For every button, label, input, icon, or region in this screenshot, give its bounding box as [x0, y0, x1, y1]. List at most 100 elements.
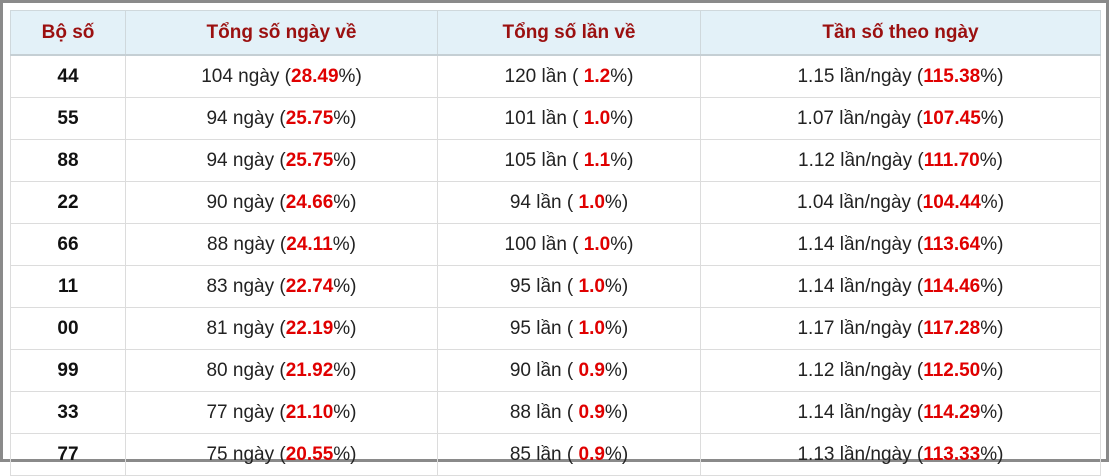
- number-cell: 11: [10, 265, 126, 308]
- cell-text: 1.07 lần/ngày (: [796, 107, 923, 129]
- stat-cell: 1.14 lần/ngày (114.29%): [700, 391, 1101, 434]
- cell-text: %): [980, 359, 1004, 381]
- stat-cell: 94 lần ( 1.0%): [437, 181, 701, 224]
- stat-cell: 88 lần ( 0.9%): [437, 391, 701, 434]
- number-cell: 55: [10, 97, 126, 140]
- highlight-value: 1.0: [578, 275, 605, 297]
- cell-text: %): [338, 65, 362, 87]
- stat-cell: 90 lần ( 0.9%): [437, 349, 701, 392]
- highlight-value: 115.38: [923, 65, 981, 87]
- stat-cell: 1.14 lần/ngày (113.64%): [700, 223, 1101, 266]
- cell-text: %): [333, 149, 357, 171]
- cell-text: 88 lần (: [509, 401, 579, 423]
- number-cell: 33: [10, 391, 126, 434]
- cell-text: %): [604, 443, 629, 465]
- cell-text: 100 lần (: [504, 233, 584, 255]
- cell-text: %): [604, 359, 629, 381]
- highlight-value: 21.92: [285, 359, 334, 381]
- cell-text: %): [610, 107, 634, 129]
- cell-text: 81 ngày (: [206, 317, 286, 339]
- cell-text: %): [980, 233, 1004, 255]
- stat-cell: 88 ngày (24.11%): [125, 223, 438, 266]
- stat-cell: 90 ngày (24.66%): [125, 181, 438, 224]
- cell-text: 104 ngày (: [201, 65, 291, 87]
- highlight-value: 104.44: [922, 191, 981, 213]
- highlight-value: 112.50: [923, 359, 981, 381]
- stat-cell: 94 ngày (25.75%): [125, 139, 438, 182]
- stat-cell: 95 lần ( 1.0%): [437, 265, 701, 308]
- cell-text: 75 ngày (: [206, 443, 286, 465]
- highlight-value: 25.75: [285, 107, 334, 129]
- cell-text: %): [980, 317, 1004, 339]
- stat-cell: 120 lần ( 1.2%): [437, 54, 701, 98]
- cell-text: 1.17 lần/ngày (: [797, 317, 924, 339]
- table-row: 99 80 ngày (21.92%) 90 lần ( 0.9%) 1.12 lần…: [10, 349, 1101, 392]
- number-cell: 00: [10, 307, 126, 350]
- cell-text: %): [980, 107, 1005, 129]
- stat-cell: 101 lần ( 1.0%): [437, 97, 701, 140]
- cell-text: 1.12 lần/ngày (: [798, 149, 924, 171]
- cell-text: %): [333, 401, 357, 423]
- highlight-value: 114.46: [923, 275, 981, 297]
- cell-text: %): [980, 191, 1005, 213]
- stat-cell: 1.07 lần/ngày (107.45%): [700, 97, 1101, 140]
- table-row: 88 94 ngày (25.75%) 105 lần ( 1.1%) 1.12 lầ…: [10, 139, 1101, 182]
- cell-text: %): [979, 149, 1003, 171]
- stat-cell: 85 lần ( 0.9%): [437, 433, 701, 476]
- highlight-value: 0.9: [578, 443, 605, 465]
- stat-cell: 77 ngày (21.10%): [125, 391, 438, 434]
- cell-text: 77 ngày (: [206, 401, 286, 423]
- header-cell: Tổng số ngày về: [125, 10, 438, 56]
- table-row: 22 90 ngày (24.66%) 94 lần ( 1.0%) 1.04 lần…: [10, 181, 1101, 224]
- cell-text: 1.15 lần/ngày (: [797, 65, 924, 87]
- number-cell: 88: [10, 139, 126, 182]
- cell-text: %): [332, 233, 356, 255]
- number-cell: 77: [10, 433, 126, 476]
- cell-text: 1.14 lần/ngày (: [797, 401, 924, 423]
- cell-text: %): [604, 401, 629, 423]
- highlight-value: 24.66: [285, 191, 334, 213]
- header-cell: Bộ số: [10, 10, 126, 56]
- cell-text: %): [333, 191, 357, 213]
- stat-cell: 1.13 lần/ngày (113.33%): [700, 433, 1101, 476]
- cell-text: 83 ngày (: [206, 275, 286, 297]
- cell-text: %): [980, 275, 1004, 297]
- cell-text: 90 ngày (: [206, 191, 286, 213]
- cell-text: %): [333, 275, 357, 297]
- cell-text: 88 ngày (: [207, 233, 287, 255]
- stat-cell: 1.17 lần/ngày (117.28%): [700, 307, 1101, 350]
- number-cell: 22: [10, 181, 126, 224]
- table-row: 44 104 ngày (28.49%) 120 lần ( 1.2%) 1.15 l…: [10, 54, 1101, 98]
- stat-cell: 1.12 lần/ngày (112.50%): [700, 349, 1101, 392]
- highlight-value: 113.64: [923, 233, 981, 255]
- cell-text: 94 ngày (: [206, 107, 286, 129]
- table-row: 66 88 ngày (24.11%) 100 lần ( 1.0%) 1.14 lầ…: [10, 223, 1101, 266]
- highlight-value: 111.70: [923, 149, 980, 171]
- cell-text: %): [604, 275, 629, 297]
- cell-text: %): [610, 233, 634, 255]
- table-row: 77 75 ngày (20.55%) 85 lần ( 0.9%) 1.13 lần…: [10, 433, 1101, 476]
- highlight-value: 113.33: [923, 443, 981, 465]
- cell-text: %): [604, 317, 629, 339]
- highlight-value: 1.0: [583, 233, 611, 255]
- stats-table: Bộ số Tổng số ngày về Tổng số lần về Tần số…: [10, 10, 1101, 476]
- highlight-value: 1.1: [583, 149, 611, 171]
- stat-cell: 104 ngày (28.49%): [125, 54, 438, 98]
- cell-text: %): [610, 149, 634, 171]
- number-cell: 99: [10, 349, 126, 392]
- highlight-value: 25.75: [285, 149, 334, 171]
- cell-text: 95 lần (: [509, 317, 579, 339]
- cell-text: %): [333, 107, 357, 129]
- number-cell: 44: [10, 54, 126, 98]
- highlight-value: 1.0: [583, 107, 611, 129]
- stat-cell: 1.12 lần/ngày (111.70%): [700, 139, 1101, 182]
- highlight-value: 22.74: [285, 275, 334, 297]
- highlight-value: 24.11: [286, 233, 333, 255]
- highlight-value: 0.9: [578, 401, 605, 423]
- stat-cell: 95 lần ( 1.0%): [437, 307, 701, 350]
- table-row: 11 83 ngày (22.74%) 95 lần ( 1.0%) 1.14 lần…: [10, 265, 1101, 308]
- cell-text: %): [980, 401, 1004, 423]
- stat-cell: 1.15 lần/ngày (115.38%): [700, 54, 1101, 98]
- cell-text: %): [980, 65, 1004, 87]
